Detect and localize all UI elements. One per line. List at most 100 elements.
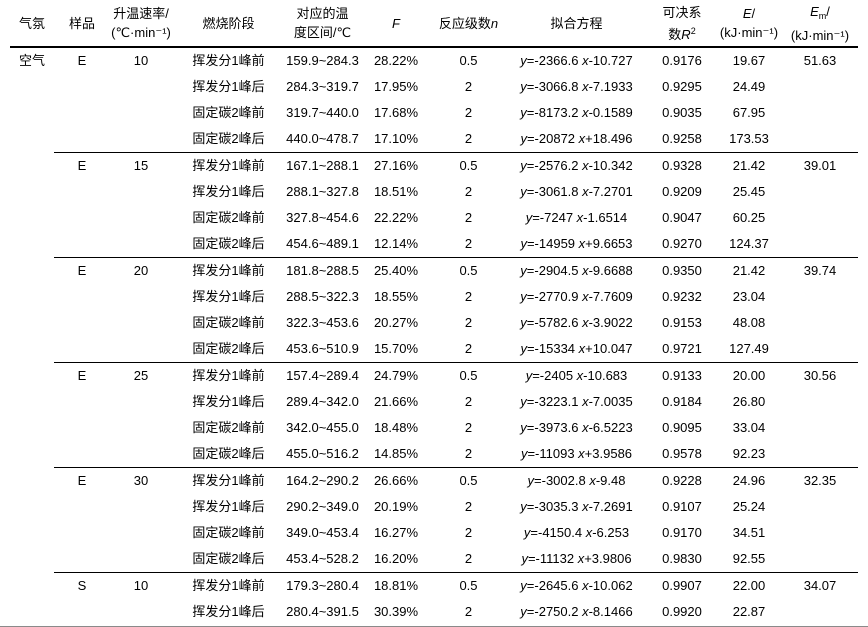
eq-x-symbol: x — [576, 210, 584, 225]
header-equation-label: 拟合方程 — [550, 15, 603, 31]
eq-y-symbol: y — [520, 79, 527, 94]
eq-x-symbol: x — [585, 525, 593, 540]
header-heating-rate-line1: 升温速率/ — [113, 6, 169, 21]
heating-rate-cell: 30 — [110, 467, 172, 573]
stage-cell: 挥发分1峰前 — [192, 578, 265, 593]
table-row: E 20 挥发分1峰前 181.8~288.5 25.40% 0.5 y=-2904.5 x… — [10, 257, 858, 363]
table-row: E 30 挥发分1峰前 164.2~290.2 26.66% 0.5 y=-3002.8 x… — [10, 467, 858, 573]
eq-x-symbol: x — [582, 394, 589, 409]
table-row: 固定碳2峰后 440.0~478.7 17.10% 2 y=-20872 x+18.49… — [10, 126, 858, 153]
F-cell: 20.27% — [373, 315, 419, 330]
kinetics-table: 气氛 样品 升温速率/ (℃·min⁻¹) 燃烧阶段 对应的温 度区间/℃ F … — [10, 0, 858, 625]
stage-cell: 固定碳2峰前 — [192, 315, 265, 330]
equation-cell: y=-5782.6 x-3.9022 — [520, 315, 633, 330]
temp-range-cell: 319.7~440.0 — [286, 105, 359, 120]
stage-cell: 挥发分1峰后 — [192, 184, 265, 199]
F-cell: 18.81% — [373, 578, 419, 593]
equation-cell: y=-4150.4 x-6.253 — [523, 525, 630, 540]
equation-cell: y=-3061.8 x-7.2701 — [520, 184, 633, 199]
temp-range-cell: 159.9~284.3 — [286, 53, 359, 68]
reaction-order-cell: 2 — [464, 420, 473, 435]
equation-cell: y=-8173.2 x-0.1589 — [520, 105, 633, 120]
eq-x-symbol: x — [582, 184, 589, 199]
reaction-order-cell: 2 — [464, 525, 473, 540]
F-cell: 18.51% — [373, 184, 419, 199]
eq-y-symbol: y — [520, 341, 527, 356]
header-Em: Em/ (kJ·min⁻¹) — [782, 0, 858, 48]
E-cell: 34.51 — [732, 525, 766, 540]
eq-y-symbol: y — [523, 525, 531, 540]
table-row: 挥发分1峰后 288.5~322.3 18.55% 2 y=-2770.9 x-7.76… — [10, 284, 858, 310]
F-cell: 17.68% — [373, 105, 419, 120]
atmosphere-cell: 空气 — [18, 53, 45, 68]
stage-cell: 固定碳2峰后 — [172, 336, 285, 363]
heating-rate-cell: 25 — [110, 362, 172, 468]
reaction-order-cell: 2 — [432, 336, 505, 363]
equation-cell: y=-2750.2 x-8.1466 — [520, 604, 633, 619]
equation-cell: y=-3066.8 x-7.1933 — [520, 79, 633, 94]
r-squared-cell: 0.9047 — [662, 210, 702, 225]
temp-range-cell: 288.1~327.8 — [286, 184, 359, 199]
eq-x-symbol: x — [582, 315, 589, 330]
header-sample: 样品 — [54, 0, 110, 48]
r-squared-cell: 0.9232 — [662, 289, 702, 304]
reaction-order-cell: 2 — [432, 231, 505, 258]
F-cell: 12.14% — [360, 231, 432, 258]
eq-y-symbol: y — [520, 184, 527, 199]
table-row: 固定碳2峰后 455.0~516.2 14.85% 2 y=-11093 x+3.958… — [10, 441, 858, 468]
r-squared-cell: 0.9176 — [662, 53, 702, 68]
equation-cell: y=-2366.6 x-10.727 — [520, 53, 633, 68]
E-cell: 173.53 — [716, 126, 782, 153]
F-cell: 18.48% — [373, 420, 419, 435]
F-cell: 18.55% — [373, 289, 419, 304]
stage-cell: 挥发分1峰后 — [192, 394, 265, 409]
stage-cell: 挥发分1峰前 — [192, 53, 265, 68]
header-sample-label: 样品 — [68, 15, 95, 31]
r-squared-cell: 0.9270 — [648, 231, 716, 258]
r-squared-cell: 0.9107 — [662, 499, 702, 514]
eq-y-symbol: y — [520, 131, 527, 146]
table-row: 挥发分1峰后 280.4~391.5 30.39% 2 y=-2750.2 x-8.14… — [10, 599, 858, 625]
heating-rate-cell: 15 — [110, 152, 172, 258]
r-squared-cell: 0.9721 — [648, 336, 716, 363]
F-cell: 17.10% — [360, 126, 432, 153]
r-squared-cell: 0.9830 — [648, 546, 716, 573]
reaction-order-cell: 2 — [432, 441, 505, 468]
reaction-order-cell: 2 — [464, 79, 473, 94]
header-atmosphere-label: 气氛 — [18, 15, 45, 31]
F-cell: 20.19% — [373, 499, 419, 514]
heating-rate-cell: 10 — [133, 578, 149, 593]
temp-range-cell: 284.3~319.7 — [286, 79, 359, 94]
reaction-order-cell: 0.5 — [459, 578, 478, 593]
eq-x-symbol: x — [576, 368, 584, 383]
table-row: 固定碳2峰前 322.3~453.6 20.27% 2 y=-5782.6 x-3.90… — [10, 310, 858, 336]
table-row: 挥发分1峰后 289.4~342.0 21.66% 2 y=-3223.1 x-7.00… — [10, 389, 858, 415]
eq-y-symbol: y — [525, 210, 533, 225]
reaction-order-cell: 0.5 — [459, 53, 478, 68]
equation-cell: y=-3973.6 x-6.5223 — [520, 420, 633, 435]
eq-x-symbol: x — [582, 289, 589, 304]
temp-range-cell: 181.8~288.5 — [286, 263, 359, 278]
reaction-order-cell: 0.5 — [459, 368, 478, 383]
sample-cell: E — [54, 362, 110, 468]
reaction-order-cell: 2 — [464, 289, 473, 304]
Em-cell: 51.63 — [782, 47, 858, 153]
E-cell: 24.96 — [732, 473, 766, 488]
equation-cell: y=-7247 x-1.6514 — [525, 210, 628, 225]
eq-y-symbol: y — [520, 158, 527, 173]
table-body: 空气 E 10 挥发分1峰前 159.9~284.3 28.22% 0.5 y=-2366.6… — [10, 47, 858, 625]
temp-range-cell: 453.4~528.2 — [285, 546, 360, 573]
E-cell: 21.42 — [732, 158, 766, 173]
heating-rate-cell: 20 — [110, 257, 172, 363]
F-cell: 21.66% — [373, 394, 419, 409]
stage-cell: 固定碳2峰前 — [192, 420, 265, 435]
stage-cell: 挥发分1峰后 — [192, 499, 265, 514]
stage-cell: 挥发分1峰前 — [192, 158, 265, 173]
header-F-label: F — [392, 15, 400, 31]
stage-cell: 固定碳2峰前 — [192, 105, 265, 120]
r-squared-cell: 0.9350 — [662, 263, 702, 278]
E-cell: 92.23 — [716, 441, 782, 468]
r-squared-cell: 0.9209 — [662, 184, 702, 199]
eq-x-symbol: x — [582, 604, 589, 619]
stage-cell: 固定碳2峰后 — [172, 441, 285, 468]
